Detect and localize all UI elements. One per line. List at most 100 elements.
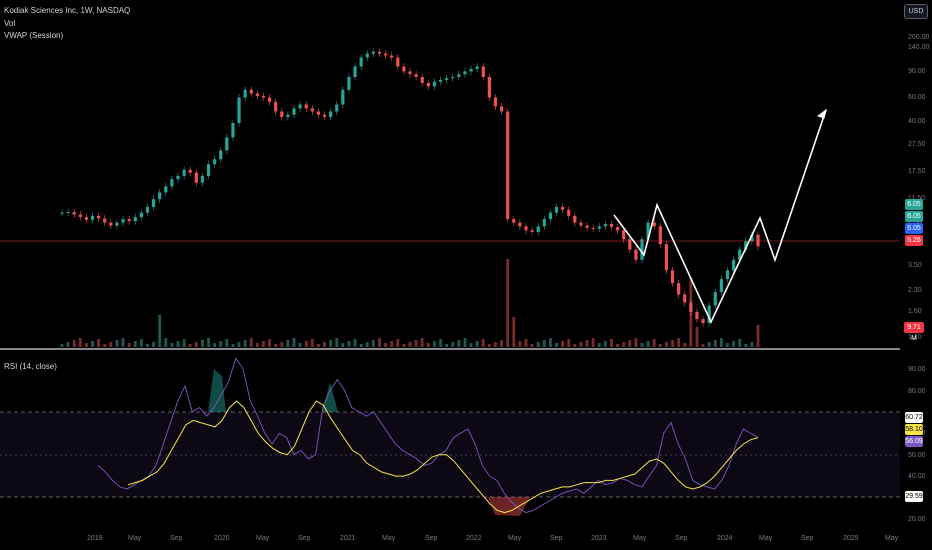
candle-body	[341, 89, 345, 105]
rsi-tick: 20.00	[908, 516, 926, 523]
candle-body	[548, 212, 553, 220]
volume-bar	[726, 343, 729, 347]
candle-body	[219, 150, 223, 160]
time-tick: May	[508, 535, 522, 542]
volume-bar	[524, 339, 528, 347]
volume-bar	[439, 339, 442, 347]
candle-body	[133, 217, 137, 222]
candle-body	[390, 55, 394, 58]
candle-body	[451, 76, 455, 79]
volume-bar	[451, 342, 455, 347]
volume-bar	[756, 325, 760, 347]
price-tick: 27.50	[908, 141, 926, 148]
volume-bar	[158, 315, 162, 347]
candle-body	[719, 279, 723, 293]
volume-bar	[371, 340, 375, 347]
candle-body	[512, 219, 516, 223]
candle-body	[115, 222, 119, 226]
candle-body	[322, 114, 327, 117]
volume-bar	[561, 341, 565, 347]
time-axis[interactable]: 2019 May Sep 2020 May Sep 2021 May Sep 2022 May Sep…	[87, 535, 899, 542]
candle-body	[689, 302, 693, 312]
volume-bar	[219, 341, 223, 347]
vwap-legend[interactable]: VWAP (Session)	[4, 31, 64, 40]
volume-bar	[542, 340, 546, 347]
volume-bar	[329, 340, 333, 347]
volume-bar	[298, 343, 302, 347]
rsi-tag-lower: 29.59	[905, 491, 923, 502]
candle-body	[383, 53, 388, 56]
candle-body	[518, 222, 522, 227]
candle-body	[524, 226, 528, 231]
volume-bar	[292, 338, 296, 347]
candle-body	[457, 74, 461, 77]
candle-body	[652, 222, 656, 227]
volume-bar	[85, 343, 88, 347]
volume-bar	[426, 343, 430, 347]
candle-body	[640, 239, 644, 260]
candle-body	[493, 97, 498, 107]
rsi-tick: 40.00	[908, 473, 926, 480]
candle-body	[475, 66, 479, 69]
candle-body	[243, 89, 247, 98]
volume-bar	[506, 259, 510, 347]
candle-body	[280, 111, 284, 117]
time-tick: Sep	[801, 535, 814, 542]
volume-bar	[353, 339, 357, 347]
time-tick: 2025	[843, 535, 859, 542]
volume-bar	[652, 339, 656, 347]
volume-bar	[719, 338, 723, 347]
time-tick: Sep	[550, 535, 563, 542]
price-axis[interactable]: 200.00 140.00 90.00 60.00 40.00 27.50 17.50 11.…	[908, 34, 930, 341]
currency-button[interactable]: USD	[904, 4, 928, 19]
candle-body	[499, 106, 504, 112]
candle-body	[756, 234, 760, 247]
candle-body	[744, 241, 748, 250]
volume-bar	[164, 338, 168, 347]
volume-bar	[475, 341, 479, 347]
volume-bar	[103, 344, 107, 347]
candle-body	[402, 66, 406, 72]
volume-bar	[665, 342, 668, 347]
volume-bar	[359, 344, 363, 347]
volume-bar	[274, 344, 278, 347]
price-candles	[60, 48, 760, 327]
candle-body	[750, 234, 754, 242]
candle-body	[670, 270, 675, 284]
volume-bar	[750, 342, 754, 347]
vol-legend[interactable]: Vol	[4, 19, 16, 28]
volume-bar	[268, 339, 271, 347]
rsi-overbought-fill	[208, 369, 226, 412]
time-tick: May	[128, 535, 142, 542]
candle-body	[90, 215, 95, 220]
candle-body	[695, 311, 699, 320]
candle-body	[567, 209, 571, 216]
projection-drawing[interactable]	[613, 109, 827, 324]
volume-bar	[628, 340, 632, 347]
volume-bar	[146, 344, 149, 347]
price-tick: 60.00	[908, 94, 926, 101]
candle-body	[255, 93, 259, 96]
candle-body	[426, 83, 430, 87]
candle-body	[66, 212, 70, 214]
volume-bar	[402, 344, 406, 347]
rsi-ma-line	[127, 400, 759, 514]
candle-body	[554, 206, 559, 213]
volume-bar	[433, 341, 436, 347]
rsi-tick: 90.00	[908, 366, 926, 373]
volume-bar	[341, 343, 345, 347]
price-tick: 7.50	[908, 219, 922, 226]
symbol-title[interactable]: Kodiak Sciences Inc, 1W, NASDAQ	[4, 6, 131, 15]
candle-body	[481, 66, 485, 77]
candle-body	[249, 89, 253, 94]
rsi-band-background	[0, 412, 900, 497]
candle-body	[591, 227, 595, 229]
candle-body	[365, 53, 369, 58]
volume-bar	[121, 338, 125, 347]
candle-body	[438, 79, 443, 82]
rsi-legend[interactable]: RSI (14, close)	[4, 362, 57, 371]
price-tick: 200.00	[908, 34, 930, 41]
volume-bar	[255, 343, 259, 347]
time-tick: Sep	[425, 535, 438, 542]
